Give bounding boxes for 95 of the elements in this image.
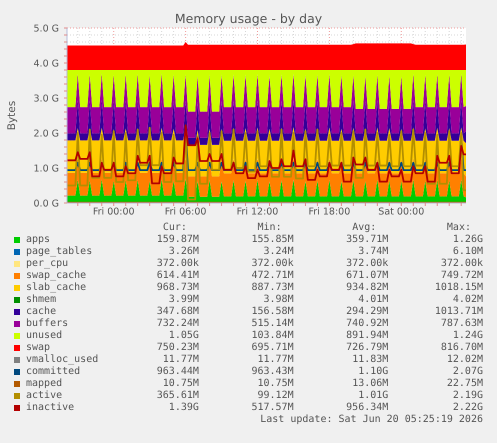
text: 2.22G: [452, 402, 483, 414]
text: 159.87M: [156, 234, 199, 246]
text: 4.01M: [358, 294, 388, 306]
legend-label: unused: [26, 330, 62, 342]
text: 365.61M: [156, 390, 199, 402]
x-tick-label: Sat 00:00: [378, 206, 424, 218]
text: 1.26G: [452, 234, 483, 246]
x-tick-label: Fri 00:00: [92, 206, 135, 218]
x-tick-label: Fri 06:00: [164, 206, 206, 218]
text: 750.23M: [156, 342, 199, 354]
text: 887.73M: [251, 282, 294, 294]
text: 968.73M: [156, 282, 199, 294]
text: 3.26M: [168, 246, 199, 258]
legend-label: page_tables: [26, 246, 92, 258]
legend-label: per_cpu: [26, 258, 68, 270]
legend-label: slab_cache: [26, 282, 86, 294]
y-tick-label: 0.0 G: [34, 198, 59, 210]
text: 3.74M: [358, 246, 388, 258]
text: 11.83M: [352, 354, 388, 366]
text: 517.57M: [251, 402, 294, 414]
x-tick-label: Fri 12:00: [236, 206, 278, 218]
text: 11.77M: [257, 354, 294, 366]
legend-label: swap_cache: [26, 270, 86, 282]
text: Avg:: [352, 222, 376, 234]
text: 155.85M: [251, 234, 294, 246]
text: 1.01G: [358, 390, 388, 402]
legend-label: swap: [26, 342, 50, 354]
text: 99.12M: [257, 390, 294, 402]
line-series: [67, 125, 466, 200]
text: 103.84M: [251, 330, 294, 342]
legend-label: active: [26, 390, 62, 402]
text: 963.44M: [156, 366, 199, 378]
x-tick-label: Fri 18:00: [308, 206, 350, 218]
text: 1018.15M: [434, 282, 483, 294]
text: 934.82M: [346, 282, 388, 294]
legend-label: committed: [26, 366, 80, 378]
text: 1.05G: [168, 330, 199, 342]
text: Cur:: [162, 222, 187, 234]
text: 372.00k: [346, 258, 388, 270]
text: 816.70M: [440, 342, 483, 354]
text: 13.06M: [352, 378, 388, 390]
text: 963.43M: [251, 366, 294, 378]
text: 1013.71M: [434, 306, 483, 318]
text: 732.24M: [156, 318, 199, 330]
text: 472.71M: [251, 270, 294, 282]
text: 695.71M: [251, 342, 294, 354]
y-tick-label: 4.0 G: [34, 58, 59, 70]
text: 294.29M: [346, 306, 388, 318]
legend-label: shmem: [26, 294, 56, 306]
text: Min:: [258, 222, 282, 234]
text: 372.00k: [251, 258, 294, 270]
text: 1.24G: [452, 330, 483, 342]
text: 740.92M: [346, 318, 388, 330]
text: 372.00k: [156, 258, 199, 270]
y-tick-label: 2.0 G: [34, 128, 59, 140]
legend-label: mapped: [26, 378, 62, 390]
text: 2.19G: [452, 390, 483, 402]
text: 359.71M: [346, 234, 388, 246]
text: 515.14M: [251, 318, 294, 330]
text: Max:: [446, 222, 471, 234]
text: 22.75M: [446, 378, 483, 390]
y-axis-title: Bytes: [6, 100, 18, 130]
legend-label: inactive: [26, 402, 74, 414]
text: 891.94M: [346, 330, 388, 342]
text: 10.75M: [162, 378, 199, 390]
text: 749.72M: [440, 270, 483, 282]
legend-label: cache: [26, 306, 56, 318]
line-series: [67, 124, 466, 184]
text: 3.24M: [264, 246, 294, 258]
text: 3.98M: [264, 294, 294, 306]
text: 726.79M: [346, 342, 388, 354]
text: 787.63M: [440, 318, 483, 330]
text: 1.39G: [168, 402, 199, 414]
text: 10.75M: [257, 378, 294, 390]
text: 671.07M: [346, 270, 388, 282]
text: 3.99M: [168, 294, 199, 306]
text: 614.41M: [156, 270, 199, 282]
text: 372.00k: [440, 258, 483, 270]
text: 156.58M: [251, 306, 294, 318]
text: 956.34M: [346, 402, 388, 414]
y-tick-label: 3.0 G: [34, 93, 59, 104]
text: 2.07G: [452, 366, 483, 378]
text: 12.02M: [446, 354, 483, 366]
legend-label: buffers: [26, 318, 68, 330]
legend-label: apps: [26, 234, 50, 246]
chart-title: Memory usage - by day: [174, 11, 322, 26]
legend-label: vmalloc_used: [26, 354, 98, 366]
y-tick-label: 5.0 G: [34, 23, 59, 34]
text: 6.10M: [452, 246, 483, 258]
text: Last update: Sat Jun 20 05:25:19 2026: [260, 414, 483, 426]
text: 4.02M: [452, 294, 483, 306]
text: 1.10G: [358, 366, 388, 378]
text: 11.77M: [162, 354, 199, 366]
text: 347.68M: [156, 306, 199, 318]
y-tick-label: 1.0 G: [34, 163, 59, 174]
